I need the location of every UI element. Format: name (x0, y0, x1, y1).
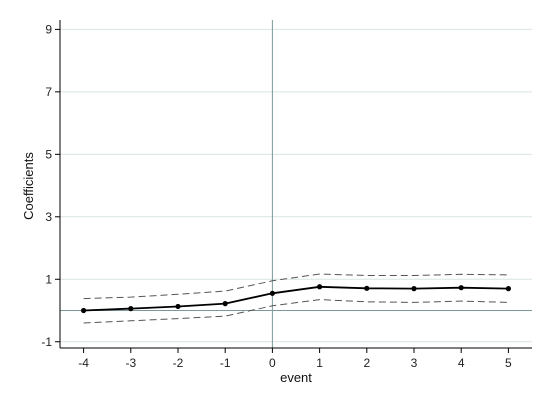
y-tick-label: 9 (45, 22, 52, 36)
grid-lines (60, 28, 532, 343)
x-axis-title: event (280, 370, 312, 385)
estimate-point (81, 307, 87, 314)
x-tick-label: 5 (505, 356, 512, 370)
x-tick-label: 0 (269, 356, 276, 370)
y-tick-label: 3 (45, 210, 52, 224)
x-tick-label: -1 (220, 356, 231, 370)
axes (59, 20, 532, 349)
x-tick-label: -3 (125, 356, 136, 370)
estimate-point (364, 285, 370, 291)
y-tick-label: 1 (45, 272, 52, 286)
estimate-point (411, 286, 417, 292)
x-tick-label: -4 (78, 356, 89, 370)
y-tick-label: 5 (45, 147, 52, 161)
x-tick-label: -2 (173, 356, 184, 370)
estimate-point (222, 301, 228, 307)
estimate-point (505, 286, 511, 292)
confidence-band (83, 273, 509, 324)
lower-bound-line (83, 299, 509, 324)
x-axis-ticks: -4 -3 -2 -1 0 1 2 3 4 5 (78, 348, 512, 370)
upper-bound-line (83, 273, 509, 300)
y-tick-label: 7 (45, 85, 52, 99)
estimate-point (317, 284, 323, 290)
y-axis-ticks: -1 1 3 5 7 9 (41, 22, 60, 349)
x-tick-label: 4 (458, 356, 465, 370)
estimate-point (128, 306, 134, 312)
x-tick-label: 2 (363, 356, 370, 370)
estimate-point (175, 303, 181, 310)
estimate-point (458, 285, 464, 291)
x-tick-label: 1 (316, 356, 323, 370)
estimate-series (81, 284, 511, 314)
estimate-point (269, 290, 275, 296)
y-axis-title: Coefficients (21, 152, 36, 220)
estimate-line (83, 285, 509, 312)
x-tick-label: 3 (411, 356, 418, 370)
y-tick-label: -1 (41, 335, 52, 349)
